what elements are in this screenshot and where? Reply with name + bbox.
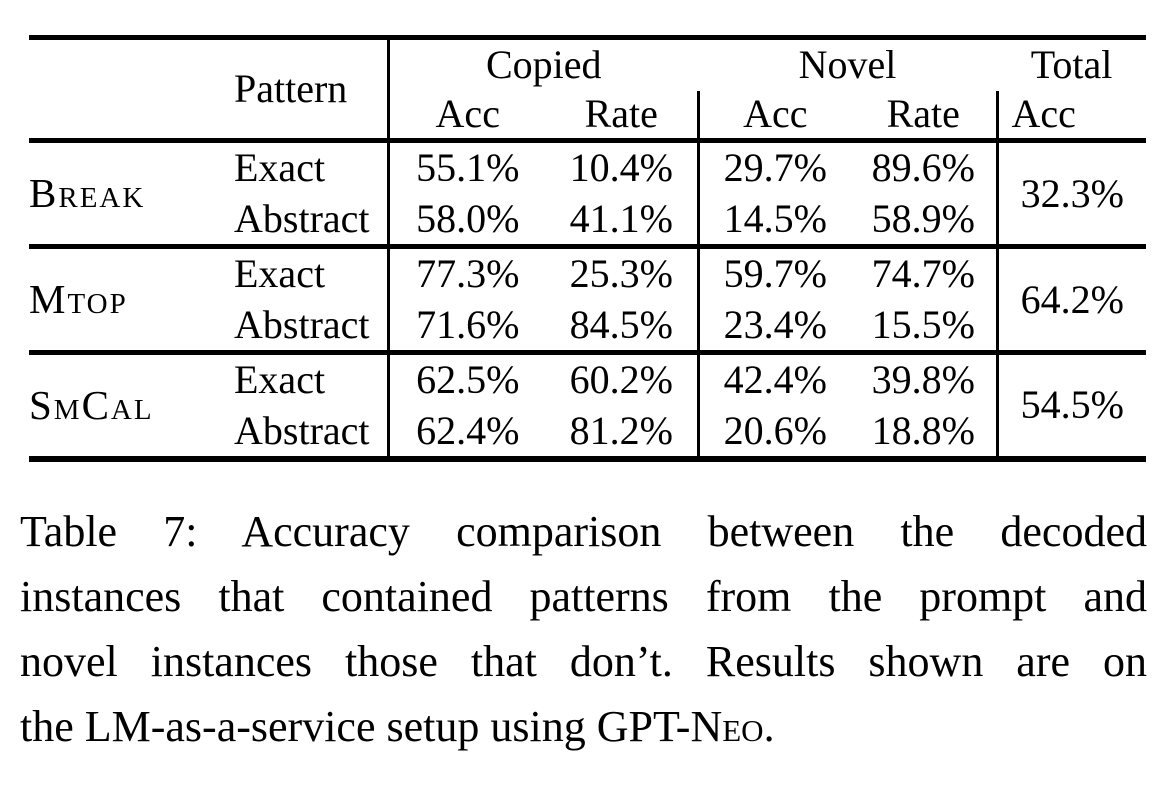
pattern-cell: Abstract xyxy=(234,301,370,347)
copied-rate-cell: 81.2% xyxy=(569,407,673,453)
dataset-label-smcal: SmCal xyxy=(29,350,234,459)
table-row: Abstract 58.0% 41.1% 14.5% 58.9% xyxy=(29,193,1146,247)
dataset-label-break: Break xyxy=(29,138,234,247)
novel-acc-cell: 20.6% xyxy=(696,405,852,459)
novel-rate-cell: 89.6% xyxy=(851,138,998,194)
total-acc-cell: 64.2% xyxy=(995,244,1147,353)
total-acc-cell: 32.3% xyxy=(995,138,1147,247)
novel-acc-cell: 14.5% xyxy=(696,193,852,247)
copied-rate-cell: 41.1% xyxy=(569,195,673,241)
copied-acc-cell: 58.0% xyxy=(386,193,546,247)
table-row: SmCal Exact 62.5% 60.2% 42.4% 39.8% 54.5… xyxy=(29,350,1147,459)
table-row: Abstract 62.4% 81.2% 20.6% 18.8% xyxy=(29,405,1146,459)
novel-acc-cell: 23.4% xyxy=(696,299,852,353)
dataset-block-break: Break Exact 55.1% 10.4% 29.7% 89.6% 32.3… xyxy=(29,138,1147,247)
novel-rate-cell: 74.7% xyxy=(851,244,998,300)
table-caption: Table 7: Accuracy comparison between the… xyxy=(20,499,1147,759)
table-row: Mtop Exact 77.3% 25.3% 59.7% 74.7% 64.2% xyxy=(29,244,1147,353)
total-acc-cell: 54.5% xyxy=(995,350,1147,459)
corner-cell xyxy=(29,38,234,91)
caption-line: novel instances those that don’t. Result… xyxy=(20,636,1147,686)
caption-text: the LM-as-a-service setup using xyxy=(20,701,597,751)
table-row: Break Exact 55.1% 10.4% 29.7% 89.6% 32.3… xyxy=(29,138,1147,247)
table-row: Abstract 71.6% 84.5% 23.4% 15.5% xyxy=(29,299,1146,353)
col-header-novel-rate: Rate xyxy=(886,91,960,137)
novel-acc-cell: 29.7% xyxy=(696,138,852,194)
col-group-novel: Novel xyxy=(798,42,897,88)
pattern-cell: Exact xyxy=(234,138,388,194)
copied-acc-cell: 62.5% xyxy=(386,350,546,406)
caption-model-name: GPT-Neo xyxy=(596,701,764,751)
pattern-cell: Abstract xyxy=(234,407,370,453)
novel-rate-cell: 15.5% xyxy=(871,301,975,347)
table-header: Pattern Copied Novel Total Acc Rate Acc … xyxy=(29,37,1147,141)
dataset-block-smcal: SmCal Exact 62.5% 60.2% 42.4% 39.8% 54.5… xyxy=(29,350,1147,459)
col-header-copied-acc: Acc xyxy=(435,91,500,137)
col-header-copied-rate: Rate xyxy=(584,91,658,137)
col-group-total: Total xyxy=(1030,42,1113,88)
novel-rate-cell: 39.8% xyxy=(851,350,998,406)
col-header-novel-acc: Acc xyxy=(696,90,852,141)
pattern-cell: Abstract xyxy=(234,195,370,241)
dataset-label-mtop: Mtop xyxy=(29,244,234,353)
pattern-cell: Exact xyxy=(234,350,388,406)
novel-acc-cell: 59.7% xyxy=(696,244,852,300)
caption-text: . xyxy=(763,701,775,751)
copied-rate-cell: 84.5% xyxy=(569,301,673,347)
caption-line: the LM-as-a-service setup using GPT-Neo. xyxy=(20,694,1147,759)
copied-rate-cell: 10.4% xyxy=(546,138,699,194)
corner-cell xyxy=(29,91,234,141)
col-header-pattern: Pattern xyxy=(234,37,390,141)
dataset-block-mtop: Mtop Exact 77.3% 25.3% 59.7% 74.7% 64.2%… xyxy=(29,244,1147,353)
copied-acc-cell: 77.3% xyxy=(386,244,546,300)
copied-rate-cell: 25.3% xyxy=(546,244,699,300)
caption-line: Table 7: Accuracy comparison between the… xyxy=(20,506,1147,556)
copied-rate-cell: 60.2% xyxy=(546,350,699,406)
novel-rate-cell: 18.8% xyxy=(871,407,975,453)
copied-acc-cell: 55.1% xyxy=(386,138,546,194)
col-group-copied: Copied xyxy=(485,42,602,88)
copied-acc-cell: 62.4% xyxy=(386,405,546,459)
copied-acc-cell: 71.6% xyxy=(386,299,546,353)
novel-acc-cell: 42.4% xyxy=(696,350,852,406)
pattern-cell: Exact xyxy=(234,244,388,300)
novel-rate-cell: 58.9% xyxy=(871,195,975,241)
col-header-total-acc: Acc xyxy=(995,90,1147,141)
results-table: Pattern Copied Novel Total Acc Rate Acc … xyxy=(29,35,1147,462)
caption-line: instances that contained patterns from t… xyxy=(20,571,1147,621)
